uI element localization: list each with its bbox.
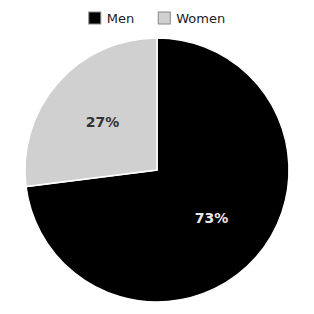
legend-label: Men	[107, 11, 134, 26]
slices	[25, 38, 289, 302]
legend-swatch	[158, 12, 170, 24]
legend-item: Women	[158, 11, 225, 26]
legend-swatch	[89, 12, 101, 24]
legend: Men Women	[89, 11, 225, 26]
data-labels: 73% 27%	[86, 114, 228, 226]
pie-slice	[25, 38, 157, 187]
data-label: 73%	[195, 210, 229, 226]
data-label: 27%	[86, 114, 120, 130]
chart: 73% 27% Men Women	[0, 0, 314, 314]
legend-label: Women	[176, 11, 225, 26]
legend-item: Men	[89, 11, 134, 26]
